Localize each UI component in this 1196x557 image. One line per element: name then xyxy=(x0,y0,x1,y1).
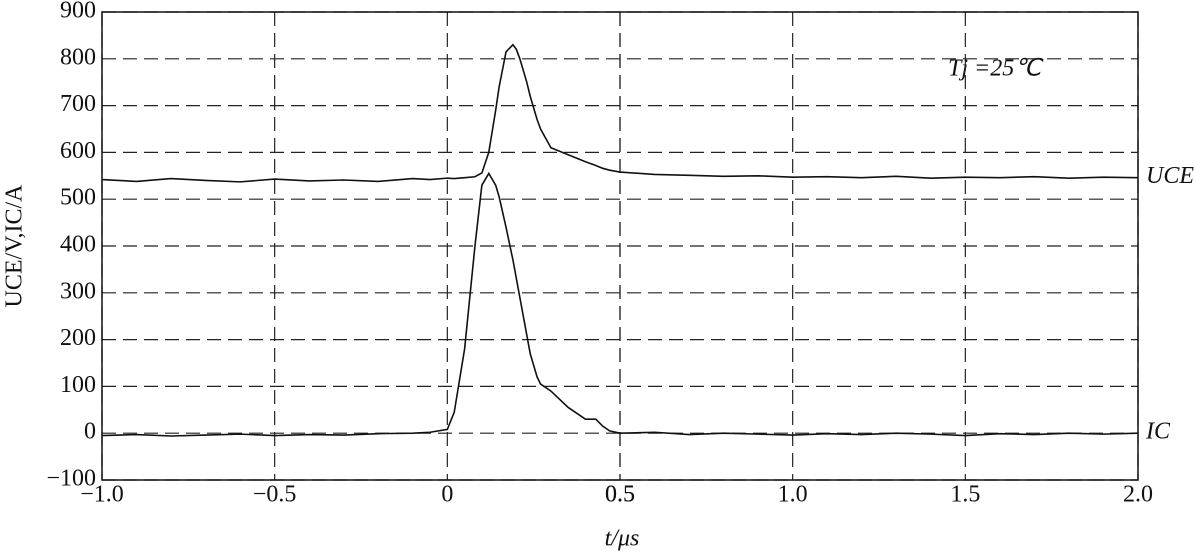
y-tick-label: 300 xyxy=(60,278,96,304)
x-tick-label: 2.0 xyxy=(1123,482,1153,508)
series-line xyxy=(101,171,1139,437)
x-tick-label: −1.0 xyxy=(80,482,124,508)
y-tick-label: 700 xyxy=(60,91,96,117)
y-axis-label: UCE/V,IC/A xyxy=(2,184,28,308)
plot-frame xyxy=(101,11,1139,481)
y-tick-label: 0 xyxy=(84,419,96,445)
x-tick-label: 0.5 xyxy=(605,482,635,508)
series-label: IC xyxy=(1145,419,1171,445)
series-line xyxy=(101,43,1139,183)
x-axis-label: t/μs xyxy=(605,526,640,552)
x-tick-label: 1.0 xyxy=(778,482,808,508)
x-tick-label: 1.5 xyxy=(950,482,980,508)
series-label: UCE xyxy=(1146,163,1194,189)
y-tick-label: 900 xyxy=(60,0,96,24)
y-tick-label: 600 xyxy=(60,138,96,164)
y-tick-label: 100 xyxy=(60,372,96,398)
y-tick-label: 400 xyxy=(60,232,96,258)
y-tick-label: 500 xyxy=(60,185,96,211)
y-tick-label: 800 xyxy=(60,44,96,70)
x-tick-label: −0.5 xyxy=(253,482,297,508)
y-tick-label: 200 xyxy=(60,325,96,351)
annotation: Tj =25℃ xyxy=(948,56,1044,82)
x-tick-label: 0 xyxy=(441,482,453,508)
x-tick-label: 0.5 xyxy=(605,482,635,508)
y-tick-label: −100 xyxy=(46,466,96,492)
